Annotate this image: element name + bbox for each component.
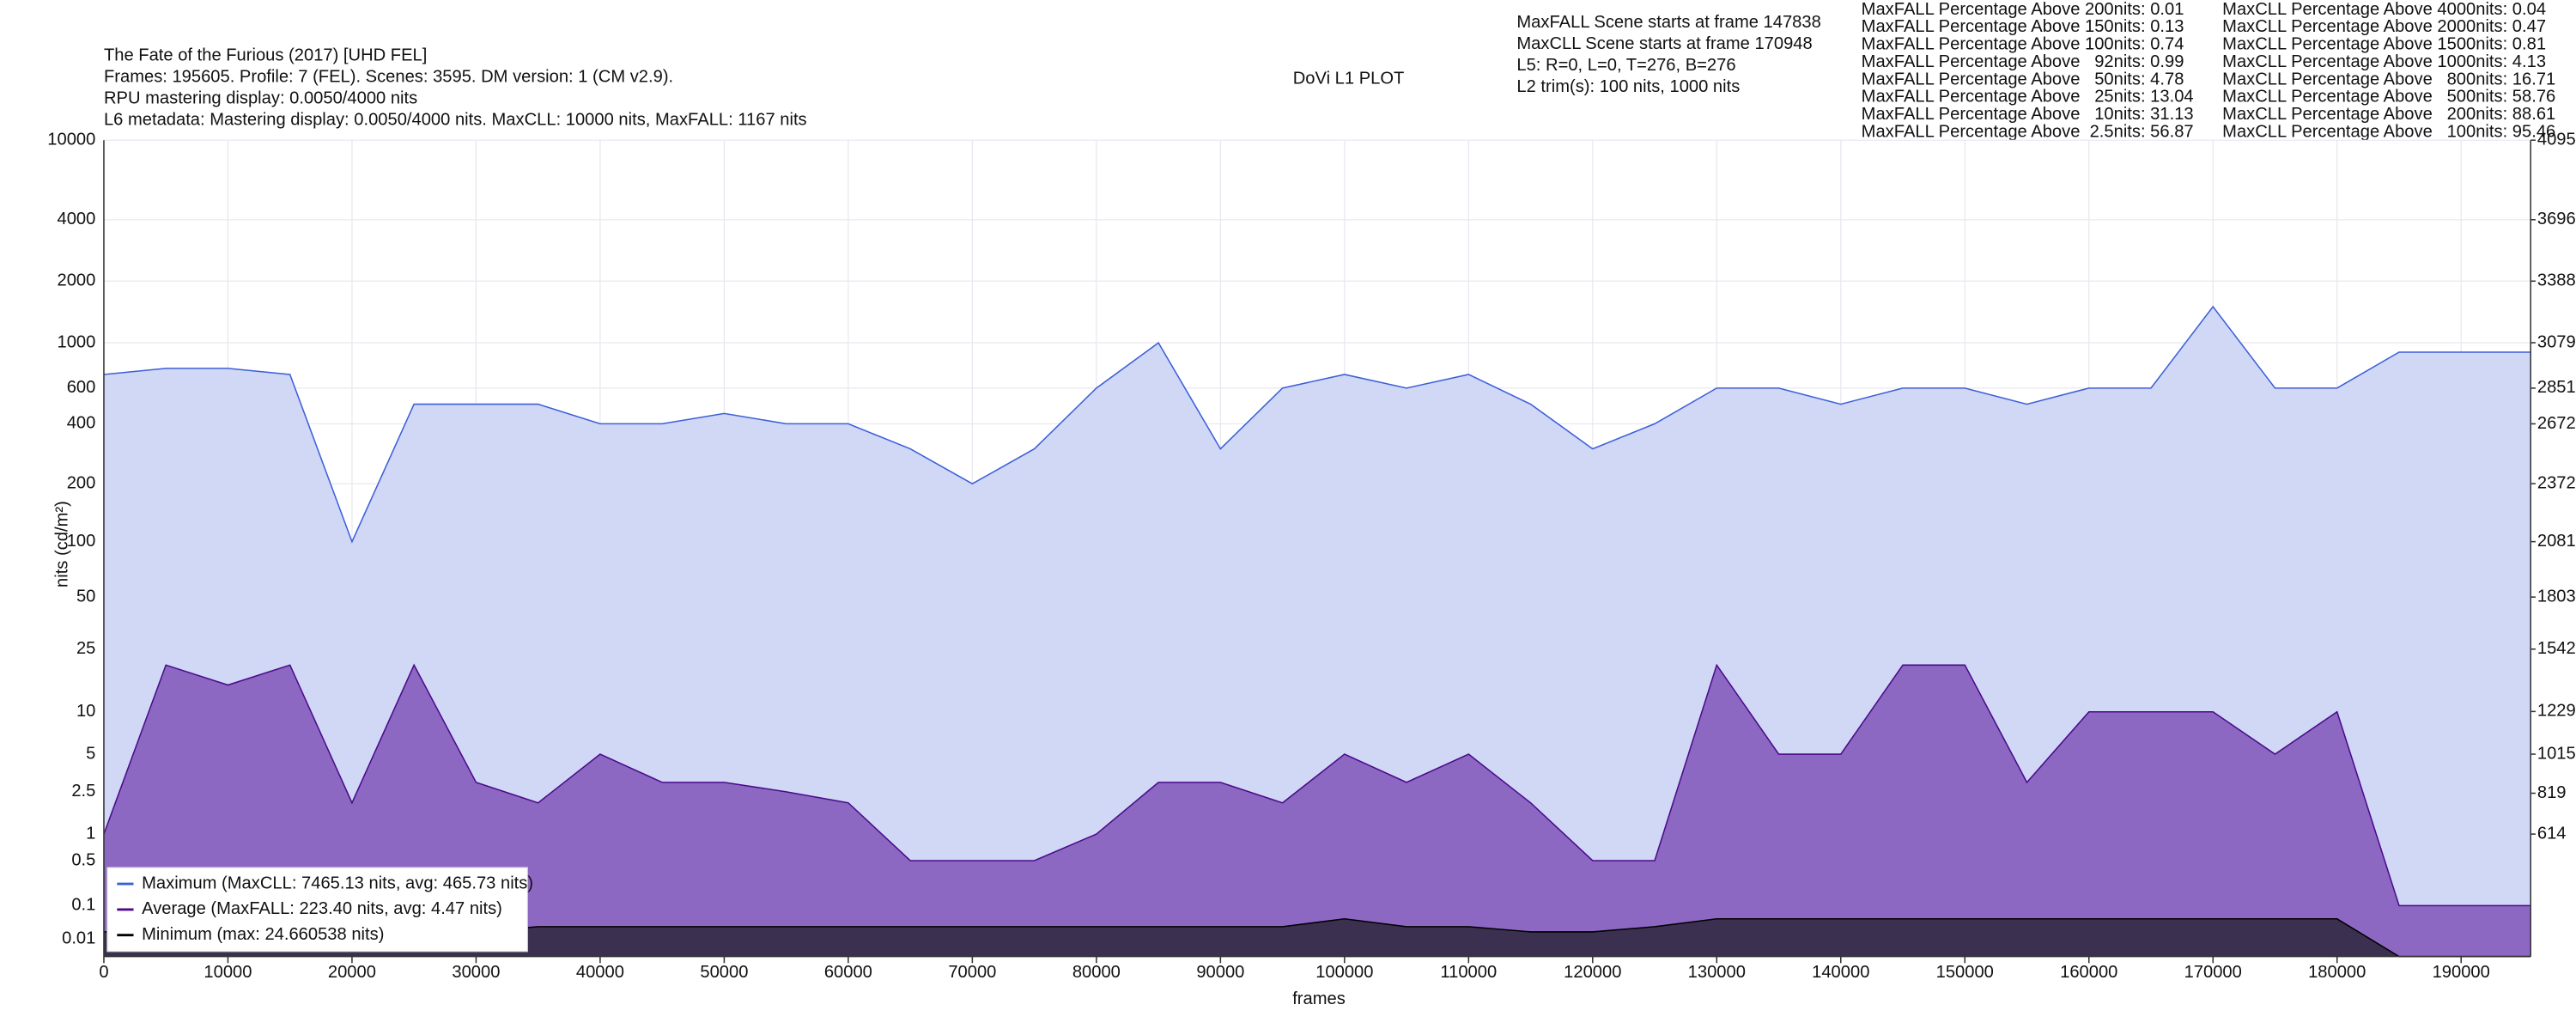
legend-label: Average (MaxFALL: 223.40 nits, avg: 4.47… xyxy=(142,899,502,918)
info-line: MaxFALL Scene starts at frame 147838 xyxy=(1516,13,1820,32)
x-tick-label: 150000 xyxy=(1936,963,1994,982)
x-tick-label: 60000 xyxy=(824,963,872,982)
x-tick-label: 30000 xyxy=(452,963,500,982)
maxcll-stat: MaxCLL Percentage Above 1500nits: 0.81 xyxy=(2222,35,2546,54)
y-tick-label: 0.5 xyxy=(71,850,95,869)
info-line: L5: R=0, L=0, T=276, B=276 xyxy=(1516,56,1735,75)
maxcll-stat: MaxCLL Percentage Above 1000nits: 4.13 xyxy=(2222,52,2546,71)
y-tick-label: 10000 xyxy=(47,131,95,149)
x-tick-label: 140000 xyxy=(1812,963,1869,982)
y-tick-label: 4000 xyxy=(58,210,96,228)
y-tick-label: 2000 xyxy=(58,271,96,290)
maxcll-stat: MaxCLL Percentage Above 100nits: 95.46 xyxy=(2222,122,2555,141)
maxfall-stat: MaxFALL Percentage Above 10nits: 31.13 xyxy=(1862,105,2194,124)
x-tick-label: 110000 xyxy=(1440,963,1497,982)
y-tick-label: 2.5 xyxy=(71,782,95,801)
y2-tick-label: 2081 xyxy=(2537,532,2576,551)
series-line xyxy=(103,305,2531,544)
maxfall-stat: MaxFALL Percentage Above 50nits: 4.78 xyxy=(1862,70,2184,88)
x-tick-label: 90000 xyxy=(1196,963,1244,982)
header-line: RPU mastering display: 0.0050/4000 nits xyxy=(104,89,417,108)
x-tick-label: 180000 xyxy=(2308,963,2366,982)
y-tick-label: 400 xyxy=(67,414,96,433)
x-tick-label: 0 xyxy=(99,963,108,982)
series-area xyxy=(103,918,2531,957)
legend-label: Maximum (MaxCLL: 7465.13 nits, avg: 465.… xyxy=(142,874,533,892)
y-axis-label: nits (cd/m²) xyxy=(52,501,71,588)
x-tick-label: 120000 xyxy=(1564,963,1621,982)
y2-tick-label: 614 xyxy=(2537,824,2567,843)
x-tick-label: 160000 xyxy=(2060,963,2117,982)
y-tick-label: 1 xyxy=(86,824,95,843)
maxcll-stat: MaxCLL Percentage Above 4000nits: 0.04 xyxy=(2222,0,2546,19)
y-tick-label: 5 xyxy=(86,744,95,763)
header-line: Frames: 195605. Profile: 7 (FEL). Scenes… xyxy=(104,68,673,87)
maxfall-stat: MaxFALL Percentage Above 200nits: 0.01 xyxy=(1862,0,2184,19)
series-area xyxy=(103,665,2531,957)
legend-label: Minimum (max: 24.660538 nits) xyxy=(142,925,384,944)
x-axis-label: frames xyxy=(1292,989,1346,1008)
maxfall-stat: MaxFALL Percentage Above 100nits: 0.74 xyxy=(1862,35,2184,54)
y-tick-label: 1000 xyxy=(58,332,96,351)
info-line: L2 trim(s): 100 nits, 1000 nits xyxy=(1516,77,1740,96)
y2-tick-label: 1542 xyxy=(2537,639,2576,658)
maxfall-stat: MaxFALL Percentage Above 150nits: 0.13 xyxy=(1862,17,2184,36)
y2-tick-label: 1015 xyxy=(2537,744,2576,763)
maxfall-stat: MaxFALL Percentage Above 92nits: 0.99 xyxy=(1862,52,2184,71)
y-tick-label: 100 xyxy=(67,532,96,551)
y2-tick-label: 1803 xyxy=(2537,587,2576,606)
maxcll-stat: MaxCLL Percentage Above 500nits: 58.76 xyxy=(2222,88,2555,107)
maxfall-stat: MaxFALL Percentage Above 25nits: 13.04 xyxy=(1862,88,2194,107)
y2-tick-label: 3388 xyxy=(2537,271,2576,290)
legend-box xyxy=(106,867,528,953)
y2-tick-label: 2372 xyxy=(2537,473,2576,492)
x-tick-label: 70000 xyxy=(948,963,996,982)
y-tick-label: 600 xyxy=(67,378,96,397)
x-tick-label: 130000 xyxy=(1688,963,1746,982)
y-tick-label: 10 xyxy=(76,702,95,721)
y2-tick-label: 1229 xyxy=(2537,702,2576,721)
maxcll-stat: MaxCLL Percentage Above 200nits: 88.61 xyxy=(2222,105,2555,124)
x-tick-label: 40000 xyxy=(576,963,624,982)
maxcll-stat: MaxCLL Percentage Above 800nits: 16.71 xyxy=(2222,70,2555,88)
y-tick-label: 50 xyxy=(76,587,95,606)
y2-tick-label: 2851 xyxy=(2537,378,2576,397)
header-line: L6 metadata: Mastering display: 0.0050/4… xyxy=(104,110,807,129)
y2-tick-label: 819 xyxy=(2537,783,2567,802)
y2-tick-label: 3079 xyxy=(2537,332,2576,351)
x-tick-label: 20000 xyxy=(328,963,376,982)
y-tick-label: 200 xyxy=(67,474,96,493)
y2-tick-label: 4095 xyxy=(2537,131,2576,149)
maxcll-stat: MaxCLL Percentage Above 2000nits: 0.47 xyxy=(2222,17,2546,36)
info-line: MaxCLL Scene starts at frame 170948 xyxy=(1516,34,1812,53)
maxfall-stat: MaxFALL Percentage Above 2.5nits: 56.87 xyxy=(1862,122,2194,141)
series-line xyxy=(103,663,2531,907)
x-tick-label: 190000 xyxy=(2433,963,2490,982)
x-tick-label: 10000 xyxy=(204,963,252,982)
y-tick-label: 0.01 xyxy=(62,929,95,948)
y-tick-label: 25 xyxy=(76,639,95,658)
x-tick-label: 170000 xyxy=(2184,963,2242,982)
x-tick-label: 50000 xyxy=(700,963,748,982)
y2-tick-label: 3696 xyxy=(2537,210,2576,228)
chart-title: DoVi L1 PLOT xyxy=(1293,69,1405,88)
y2-tick-label: 2672 xyxy=(2537,414,2576,433)
header-line: The Fate of the Furious (2017) [UHD FEL] xyxy=(104,46,427,65)
x-tick-label: 100000 xyxy=(1315,963,1373,982)
x-tick-label: 80000 xyxy=(1072,963,1121,982)
y-tick-label: 0.1 xyxy=(71,896,95,915)
